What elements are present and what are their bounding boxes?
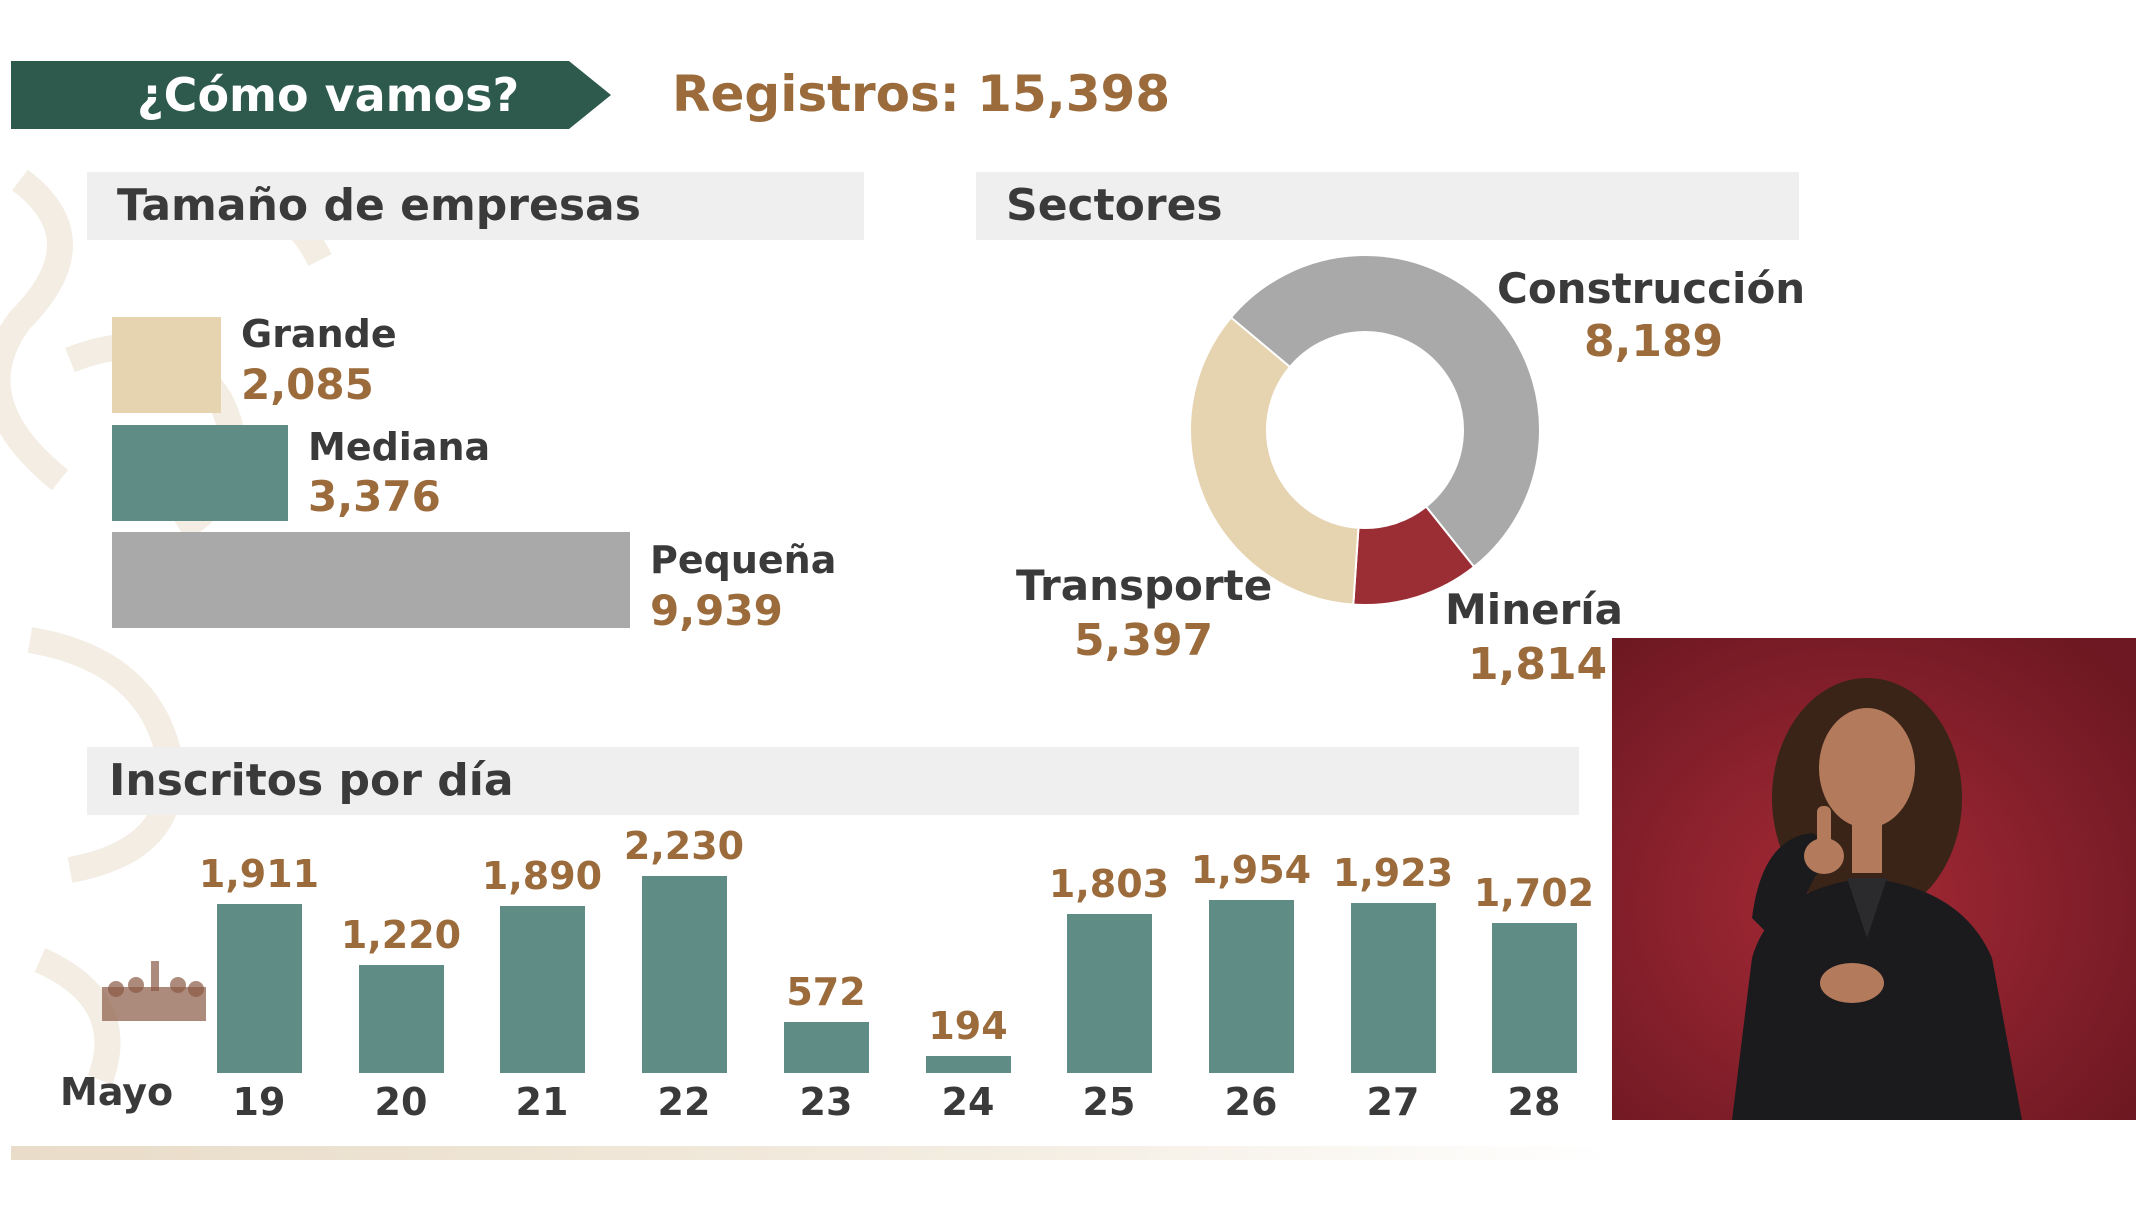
value-construccion: 8,189	[1584, 316, 1724, 367]
day-value-22: 2,230	[623, 824, 745, 868]
day-value-26: 1,954	[1190, 848, 1312, 892]
x-axis-label-mayo: Mayo	[60, 1070, 174, 1114]
day-label-21: 21	[515, 1080, 569, 1124]
section-bar-daily: Inscritos por día	[87, 747, 1579, 815]
bottom-stripe	[11, 1146, 1611, 1160]
day-bar-20	[359, 965, 444, 1073]
page-title: ¿Cómo vamos?	[137, 68, 520, 122]
day-label-25: 25	[1082, 1080, 1136, 1124]
day-bar-19	[217, 904, 302, 1073]
bar-mediana	[112, 425, 288, 521]
bar-pequena	[112, 532, 630, 628]
section-title-sectors: Sectores	[1006, 180, 1223, 231]
total-registros: Registros: 15,398	[672, 65, 1171, 123]
day-value-27: 1,923	[1332, 851, 1454, 895]
value-transporte: 5,397	[1074, 615, 1214, 666]
day-bar-21	[500, 906, 585, 1073]
sectors-donut-chart	[1190, 255, 1540, 605]
day-label-23: 23	[799, 1080, 853, 1124]
day-bar-23	[784, 1022, 869, 1073]
interpreter-figure	[1612, 638, 2136, 1120]
label-construccion: Construcción	[1497, 264, 1806, 313]
label-transporte: Transporte	[1016, 561, 1273, 610]
day-value-28: 1,702	[1473, 871, 1595, 915]
day-label-20: 20	[374, 1080, 428, 1124]
donut-slice-construccion	[1229, 255, 1540, 569]
day-bar-28	[1492, 923, 1577, 1073]
value-mediana: 3,376	[308, 472, 441, 521]
label-mediana: Mediana	[308, 425, 491, 469]
section-title-company-size: Tamaño de empresas	[117, 180, 641, 231]
day-bar-27	[1351, 903, 1436, 1073]
label-pequena: Pequeña	[650, 538, 837, 582]
day-label-22: 22	[657, 1080, 711, 1124]
value-pequena: 9,939	[650, 586, 783, 635]
day-value-20: 1,220	[340, 913, 462, 957]
label-mineria: Minería	[1445, 585, 1624, 634]
value-mineria: 1,814	[1468, 639, 1608, 690]
day-label-19: 19	[232, 1080, 286, 1124]
day-value-25: 1,803	[1048, 862, 1170, 906]
section-bar-sectors: Sectores	[976, 172, 1799, 240]
day-bar-22	[642, 876, 727, 1073]
day-label-27: 27	[1366, 1080, 1420, 1124]
day-bar-26	[1209, 900, 1294, 1073]
sign-language-interpreter-video	[1612, 638, 2136, 1120]
day-value-24: 194	[928, 1004, 1008, 1048]
day-value-19: 1,911	[198, 852, 320, 896]
section-bar-company-size: Tamaño de empresas	[87, 172, 864, 240]
bar-grande	[112, 317, 221, 413]
day-bar-25	[1067, 914, 1152, 1073]
section-title-daily: Inscritos por día	[109, 755, 514, 806]
value-grande: 2,085	[241, 360, 374, 409]
day-label-24: 24	[941, 1080, 995, 1124]
day-label-28: 28	[1507, 1080, 1561, 1124]
day-value-23: 572	[786, 970, 866, 1014]
day-bar-24	[926, 1056, 1011, 1073]
day-value-21: 1,890	[481, 854, 603, 898]
day-label-26: 26	[1224, 1080, 1278, 1124]
title-banner: ¿Cómo vamos?	[11, 61, 611, 129]
logo-mark	[102, 961, 206, 1021]
label-grande: Grande	[241, 312, 397, 356]
donut-slice-transporte	[1190, 316, 1360, 605]
